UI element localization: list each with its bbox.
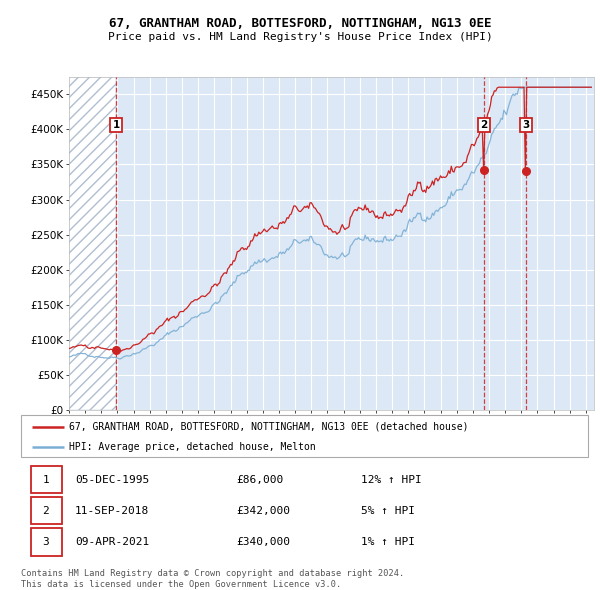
Text: 1% ↑ HPI: 1% ↑ HPI [361, 537, 415, 547]
Text: 2: 2 [481, 120, 488, 130]
Text: £342,000: £342,000 [236, 506, 290, 516]
Text: 1: 1 [43, 475, 49, 484]
FancyBboxPatch shape [31, 529, 62, 556]
Text: 12% ↑ HPI: 12% ↑ HPI [361, 475, 422, 484]
Text: HPI: Average price, detached house, Melton: HPI: Average price, detached house, Melt… [69, 442, 316, 451]
Text: 11-SEP-2018: 11-SEP-2018 [75, 506, 149, 516]
Bar [69, 77, 116, 410]
Text: Price paid vs. HM Land Registry's House Price Index (HPI): Price paid vs. HM Land Registry's House … [107, 32, 493, 42]
FancyBboxPatch shape [31, 466, 62, 493]
Text: £86,000: £86,000 [236, 475, 284, 484]
Text: 1: 1 [113, 120, 120, 130]
Bar [69, 77, 116, 410]
FancyBboxPatch shape [31, 497, 62, 525]
Text: £340,000: £340,000 [236, 537, 290, 547]
Text: 3: 3 [522, 120, 529, 130]
Text: 67, GRANTHAM ROAD, BOTTESFORD, NOTTINGHAM, NG13 0EE: 67, GRANTHAM ROAD, BOTTESFORD, NOTTINGHA… [109, 17, 491, 30]
Text: 67, GRANTHAM ROAD, BOTTESFORD, NOTTINGHAM, NG13 0EE (detached house): 67, GRANTHAM ROAD, BOTTESFORD, NOTTINGHA… [69, 422, 469, 432]
Text: Contains HM Land Registry data © Crown copyright and database right 2024.
This d: Contains HM Land Registry data © Crown c… [21, 569, 404, 589]
Text: 2: 2 [43, 506, 49, 516]
Text: 05-DEC-1995: 05-DEC-1995 [75, 475, 149, 484]
FancyBboxPatch shape [21, 415, 588, 457]
Text: 09-APR-2021: 09-APR-2021 [75, 537, 149, 547]
Text: 3: 3 [43, 537, 49, 547]
Text: 5% ↑ HPI: 5% ↑ HPI [361, 506, 415, 516]
